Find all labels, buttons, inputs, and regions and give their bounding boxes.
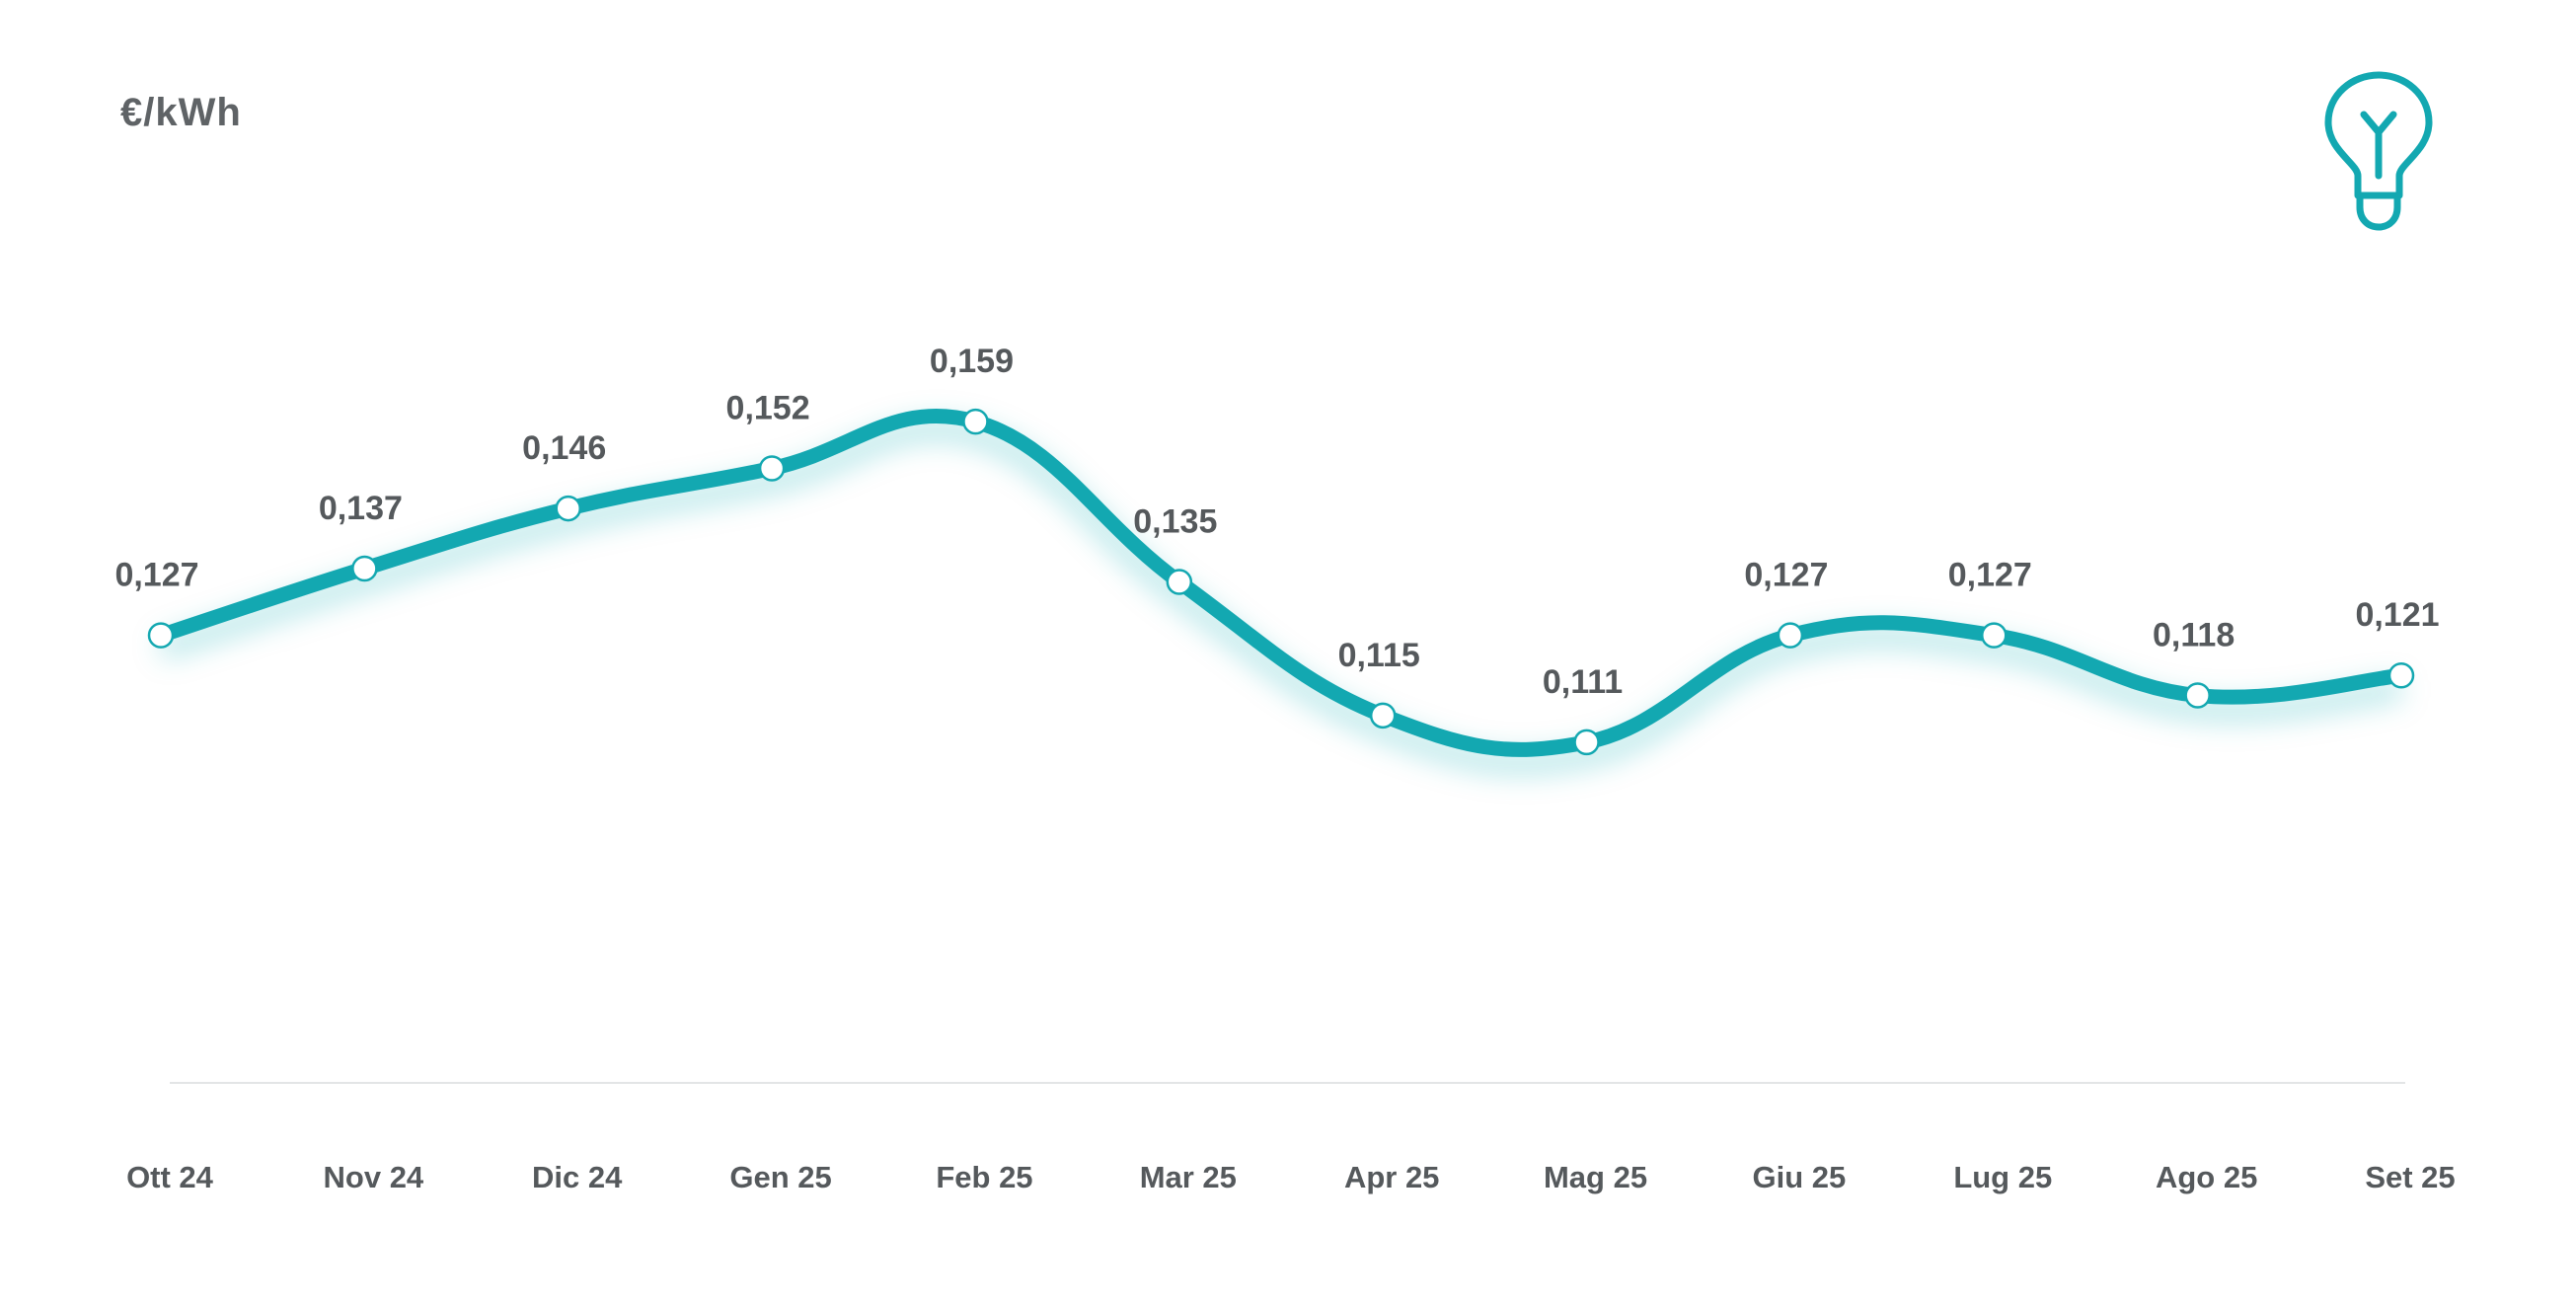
data-label: 0,127 [114, 557, 198, 594]
data-point[interactable] [2184, 682, 2211, 709]
data-label: 0,127 [1744, 557, 1828, 594]
data-point[interactable] [758, 455, 786, 482]
x-tick-label: Mag 25 [1544, 1160, 1647, 1194]
data-label: 0,111 [1543, 663, 1623, 701]
x-tick-label: Lug 25 [1953, 1160, 2052, 1194]
x-tick-label: Giu 25 [1753, 1160, 1847, 1194]
x-tick-label: Feb 25 [936, 1160, 1032, 1194]
x-tick-label: Ago 25 [2156, 1160, 2257, 1194]
data-label: 0,115 [1338, 637, 1420, 674]
data-point[interactable] [351, 555, 378, 582]
x-tick-label: Apr 25 [1344, 1160, 1439, 1194]
data-label: 0,159 [930, 343, 1014, 380]
x-tick-label: Ott 24 [126, 1160, 214, 1194]
data-label: 0,121 [2355, 596, 2439, 634]
data-label: 0,135 [1133, 503, 1217, 541]
data-label: 0,152 [726, 389, 810, 426]
x-tick-label: Dic 24 [532, 1160, 623, 1194]
y-axis-unit-label: €/kWh [120, 91, 242, 134]
data-point[interactable] [1369, 702, 1397, 729]
data-label: 0,146 [522, 429, 606, 467]
x-tick-label: Mar 25 [1140, 1160, 1237, 1194]
data-label: 0,137 [319, 490, 403, 527]
x-tick-label: Set 25 [2365, 1160, 2455, 1194]
data-point[interactable] [1166, 569, 1193, 595]
data-point[interactable] [555, 495, 581, 522]
series-line [153, 408, 2409, 757]
lightbulb-icon [2324, 71, 2433, 231]
data-point[interactable] [1777, 622, 1804, 649]
x-tick-label: Nov 24 [324, 1160, 424, 1194]
data-point[interactable] [147, 622, 175, 649]
data-point[interactable] [1981, 622, 2008, 649]
x-tick-label: Gen 25 [729, 1160, 831, 1194]
series-line-shadow [157, 419, 2403, 775]
data-point[interactable] [962, 408, 989, 435]
data-point[interactable] [1573, 729, 1600, 756]
data-point[interactable] [2387, 661, 2415, 689]
data-label: 0,118 [2153, 617, 2235, 654]
data-label: 0,127 [1948, 557, 2032, 594]
